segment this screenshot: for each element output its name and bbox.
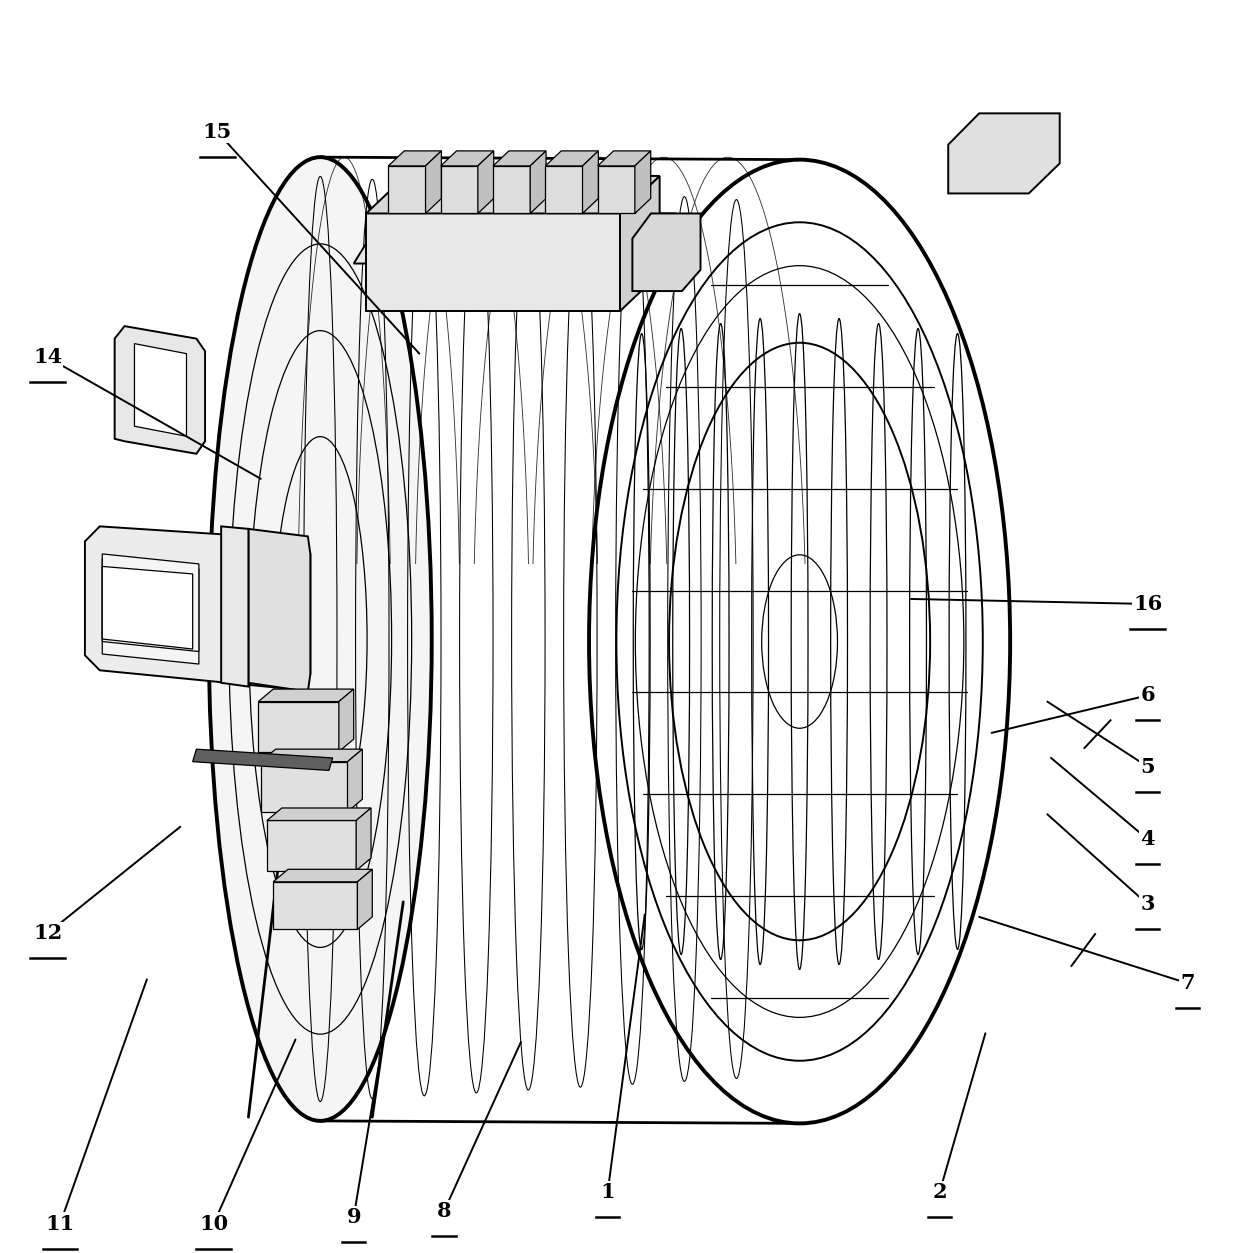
Text: 12: 12 — [33, 923, 62, 944]
Polygon shape — [84, 526, 310, 689]
Polygon shape — [248, 529, 310, 692]
Text: 4: 4 — [1141, 829, 1154, 850]
Polygon shape — [102, 566, 192, 649]
Text: 16: 16 — [1133, 594, 1162, 614]
Polygon shape — [366, 175, 660, 213]
Text: 9: 9 — [346, 1207, 361, 1227]
Text: 8: 8 — [436, 1202, 451, 1220]
Polygon shape — [260, 749, 362, 762]
Polygon shape — [477, 150, 494, 213]
Polygon shape — [620, 175, 660, 311]
Polygon shape — [425, 150, 441, 213]
Text: 5: 5 — [1141, 757, 1154, 777]
Polygon shape — [494, 150, 546, 165]
Polygon shape — [632, 213, 701, 291]
Polygon shape — [134, 343, 186, 436]
Polygon shape — [102, 559, 198, 664]
Text: 2: 2 — [932, 1183, 947, 1202]
Text: 3: 3 — [1141, 895, 1154, 915]
Polygon shape — [440, 150, 494, 165]
Polygon shape — [221, 526, 248, 687]
Text: 15: 15 — [203, 122, 232, 142]
Ellipse shape — [589, 159, 1011, 1124]
Polygon shape — [356, 808, 371, 871]
Polygon shape — [357, 870, 372, 930]
Polygon shape — [273, 882, 357, 930]
Polygon shape — [546, 165, 583, 213]
Polygon shape — [273, 870, 372, 882]
Polygon shape — [258, 702, 339, 752]
Text: 14: 14 — [33, 347, 62, 367]
Polygon shape — [347, 749, 362, 812]
Polygon shape — [440, 165, 477, 213]
Text: 6: 6 — [1141, 685, 1154, 705]
Polygon shape — [531, 150, 546, 213]
Polygon shape — [267, 821, 356, 871]
Polygon shape — [635, 150, 651, 213]
Polygon shape — [339, 689, 353, 752]
Polygon shape — [192, 749, 332, 771]
Polygon shape — [494, 165, 531, 213]
Polygon shape — [583, 150, 599, 213]
Text: 10: 10 — [200, 1213, 228, 1233]
Text: 7: 7 — [1180, 974, 1194, 994]
Text: 1: 1 — [600, 1183, 615, 1202]
Polygon shape — [598, 150, 651, 165]
Polygon shape — [258, 689, 353, 702]
Ellipse shape — [208, 157, 432, 1121]
Polygon shape — [114, 326, 205, 454]
Polygon shape — [353, 213, 676, 263]
Polygon shape — [366, 213, 620, 311]
Polygon shape — [388, 150, 441, 165]
Polygon shape — [546, 150, 599, 165]
Polygon shape — [267, 808, 371, 821]
Polygon shape — [388, 165, 425, 213]
Polygon shape — [102, 554, 198, 652]
Polygon shape — [949, 113, 1060, 193]
Text: 11: 11 — [46, 1213, 74, 1233]
Polygon shape — [598, 165, 635, 213]
Polygon shape — [260, 762, 347, 812]
